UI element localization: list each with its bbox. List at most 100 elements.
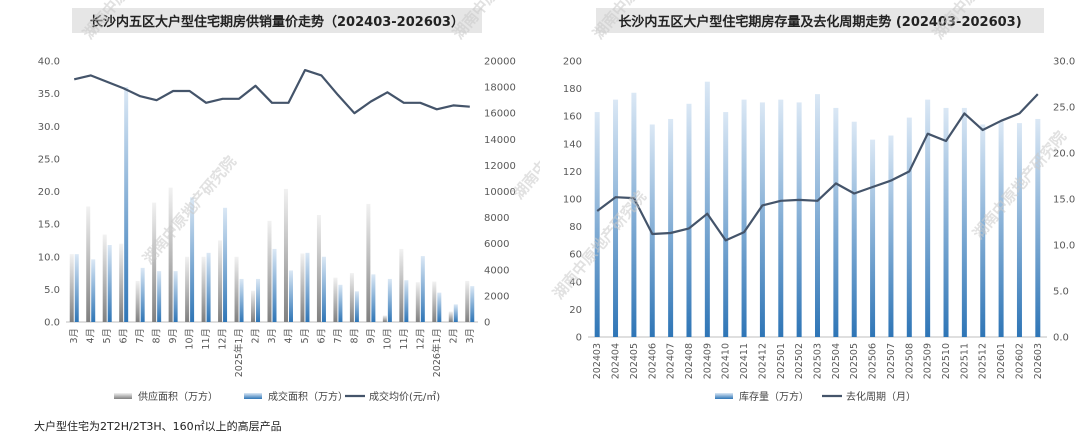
x-tick-label: 6月 bbox=[316, 328, 327, 344]
footnote: 大户型住宅为2T2H/2T3H、160㎡以上的高层产品 bbox=[34, 420, 282, 433]
bar-sales bbox=[387, 278, 392, 322]
bar-sales bbox=[371, 274, 376, 322]
legend-label: 成交均价(元/㎡) bbox=[369, 390, 440, 403]
bar-inventory bbox=[594, 112, 600, 337]
y-left-tick-label: 30.0 bbox=[38, 122, 60, 133]
y-left-tick-label: 40.0 bbox=[38, 57, 60, 68]
bar-sales bbox=[157, 271, 162, 322]
legend-label: 去化周期（月） bbox=[846, 390, 916, 403]
bar-inventory bbox=[668, 118, 674, 338]
x-tick-label: 202508 bbox=[904, 343, 915, 379]
legend-label: 成交面积（万方） bbox=[268, 390, 348, 403]
x-tick-label: 3月 bbox=[69, 328, 80, 344]
x-tick-label: 10月 bbox=[185, 328, 196, 350]
x-tick-label: 202602 bbox=[1014, 343, 1025, 379]
x-tick-label: 202502 bbox=[794, 343, 805, 379]
y-right-tick-label: 8000 bbox=[484, 213, 509, 224]
x-tick-label: 3月 bbox=[465, 328, 476, 344]
x-tick-label: 5月 bbox=[102, 328, 113, 344]
bar-supply bbox=[316, 214, 321, 322]
bar-supply bbox=[448, 311, 453, 322]
avg-price-line bbox=[73, 68, 470, 115]
cycle-line bbox=[596, 93, 1039, 242]
x-tick-label: 11月 bbox=[399, 328, 410, 350]
bar-inventory bbox=[613, 99, 619, 337]
bar-sales bbox=[173, 271, 178, 322]
bar-sales bbox=[321, 256, 326, 322]
y-left-tick-label: 35.0 bbox=[38, 89, 60, 100]
y-right-tick-label: 5.0 bbox=[1053, 287, 1069, 298]
y-left-tick-label: 100 bbox=[563, 195, 582, 206]
bar-supply bbox=[168, 187, 173, 322]
x-tick-label: 7月 bbox=[333, 328, 344, 344]
bar-inventory bbox=[833, 107, 839, 337]
bar-inventory bbox=[686, 103, 692, 337]
y-right-tick-label: 15.0 bbox=[1053, 195, 1075, 206]
x-tick-label: 202404 bbox=[611, 343, 622, 379]
bar-inventory bbox=[870, 139, 876, 337]
x-tick-label: 2026年1月 bbox=[431, 328, 443, 377]
x-tick-label: 202407 bbox=[666, 343, 677, 379]
bar-supply bbox=[399, 248, 404, 322]
bar-sales bbox=[420, 256, 425, 322]
x-tick-label: 202506 bbox=[868, 343, 879, 379]
x-tick-label: 4月 bbox=[283, 328, 294, 344]
x-tick-label: 202510 bbox=[941, 343, 952, 379]
bar-supply bbox=[185, 256, 190, 322]
bar-supply bbox=[251, 290, 256, 322]
supply-sales-price-chart: 0.0 5.0 10.0 15.0 20.0 25.0 30.0 35.0 40.0 0 2000 4… bbox=[38, 0, 540, 403]
x-tick-label: 202501 bbox=[776, 343, 787, 379]
x-tick-label: 202511 bbox=[959, 343, 970, 379]
bar-sales bbox=[107, 245, 112, 322]
bar-inventory bbox=[906, 117, 912, 337]
y-left-tick-label: 25.0 bbox=[38, 154, 60, 165]
x-tick-label: 2025年1月 bbox=[233, 328, 245, 377]
x-tick-label: 202603 bbox=[1033, 343, 1044, 379]
bar-sales bbox=[305, 252, 310, 322]
chart-title: 长沙内五区大户型住宅期房存量及去化周期走势 (202403-202603) bbox=[596, 8, 1044, 33]
x-tick-label: 8月 bbox=[152, 328, 163, 344]
y-left-tick-label: 10.0 bbox=[38, 252, 60, 263]
legend-label: 库存量（万方） bbox=[739, 390, 809, 403]
x-tick-label: 202507 bbox=[886, 343, 897, 379]
bar-inventory bbox=[815, 94, 820, 338]
x-tick-label: 202503 bbox=[813, 343, 824, 379]
watermark: 湖南中原地产研究院 bbox=[589, 0, 690, 43]
x-tick-label: 2月 bbox=[448, 328, 459, 344]
y-left-tick-label: 0.0 bbox=[44, 318, 60, 329]
x-tick-label: 10月 bbox=[382, 328, 393, 350]
bar-sales bbox=[453, 304, 458, 322]
y-right-tick-label: 20000 bbox=[484, 57, 516, 68]
bar-sales bbox=[190, 197, 195, 322]
y-right-tick-label: 4000 bbox=[484, 265, 509, 276]
bar-sales bbox=[74, 254, 79, 322]
x-tick-label: 202406 bbox=[647, 343, 658, 379]
bar-supply bbox=[86, 206, 91, 322]
y-left-tick-label: 0 bbox=[576, 333, 582, 344]
x-tick-label: 2月 bbox=[251, 328, 262, 344]
bar-supply bbox=[102, 234, 107, 322]
x-tick-label: 202408 bbox=[684, 343, 695, 379]
y-right-tick-label: 16000 bbox=[484, 109, 516, 120]
legend-label: 供应面积（万方） bbox=[138, 390, 218, 403]
y-left-tick-label: 15.0 bbox=[38, 220, 60, 231]
bar-inventory bbox=[649, 124, 655, 337]
bar-inventory bbox=[961, 107, 967, 337]
bar-inventory bbox=[943, 107, 949, 337]
bar-sales bbox=[354, 291, 359, 322]
bar-supply bbox=[366, 203, 371, 322]
y-left-tick-label: 60 bbox=[569, 250, 582, 261]
y-right-tick-label: 12000 bbox=[484, 161, 516, 172]
x-tick-label: 202512 bbox=[978, 343, 989, 379]
bar-supply bbox=[432, 281, 437, 322]
y-right-tick-label: 6000 bbox=[484, 239, 509, 250]
bar-sales bbox=[272, 248, 277, 322]
watermark: 湖南中原地产研究院 bbox=[929, 0, 1030, 43]
x-tick-label: 12月 bbox=[218, 328, 229, 350]
bar-supply bbox=[333, 277, 338, 322]
x-tick-label: 202405 bbox=[629, 343, 640, 379]
bar-supply bbox=[382, 315, 387, 322]
bar-sales bbox=[239, 278, 244, 322]
x-tick-label: 202411 bbox=[739, 343, 750, 379]
bar-supply bbox=[152, 202, 157, 322]
